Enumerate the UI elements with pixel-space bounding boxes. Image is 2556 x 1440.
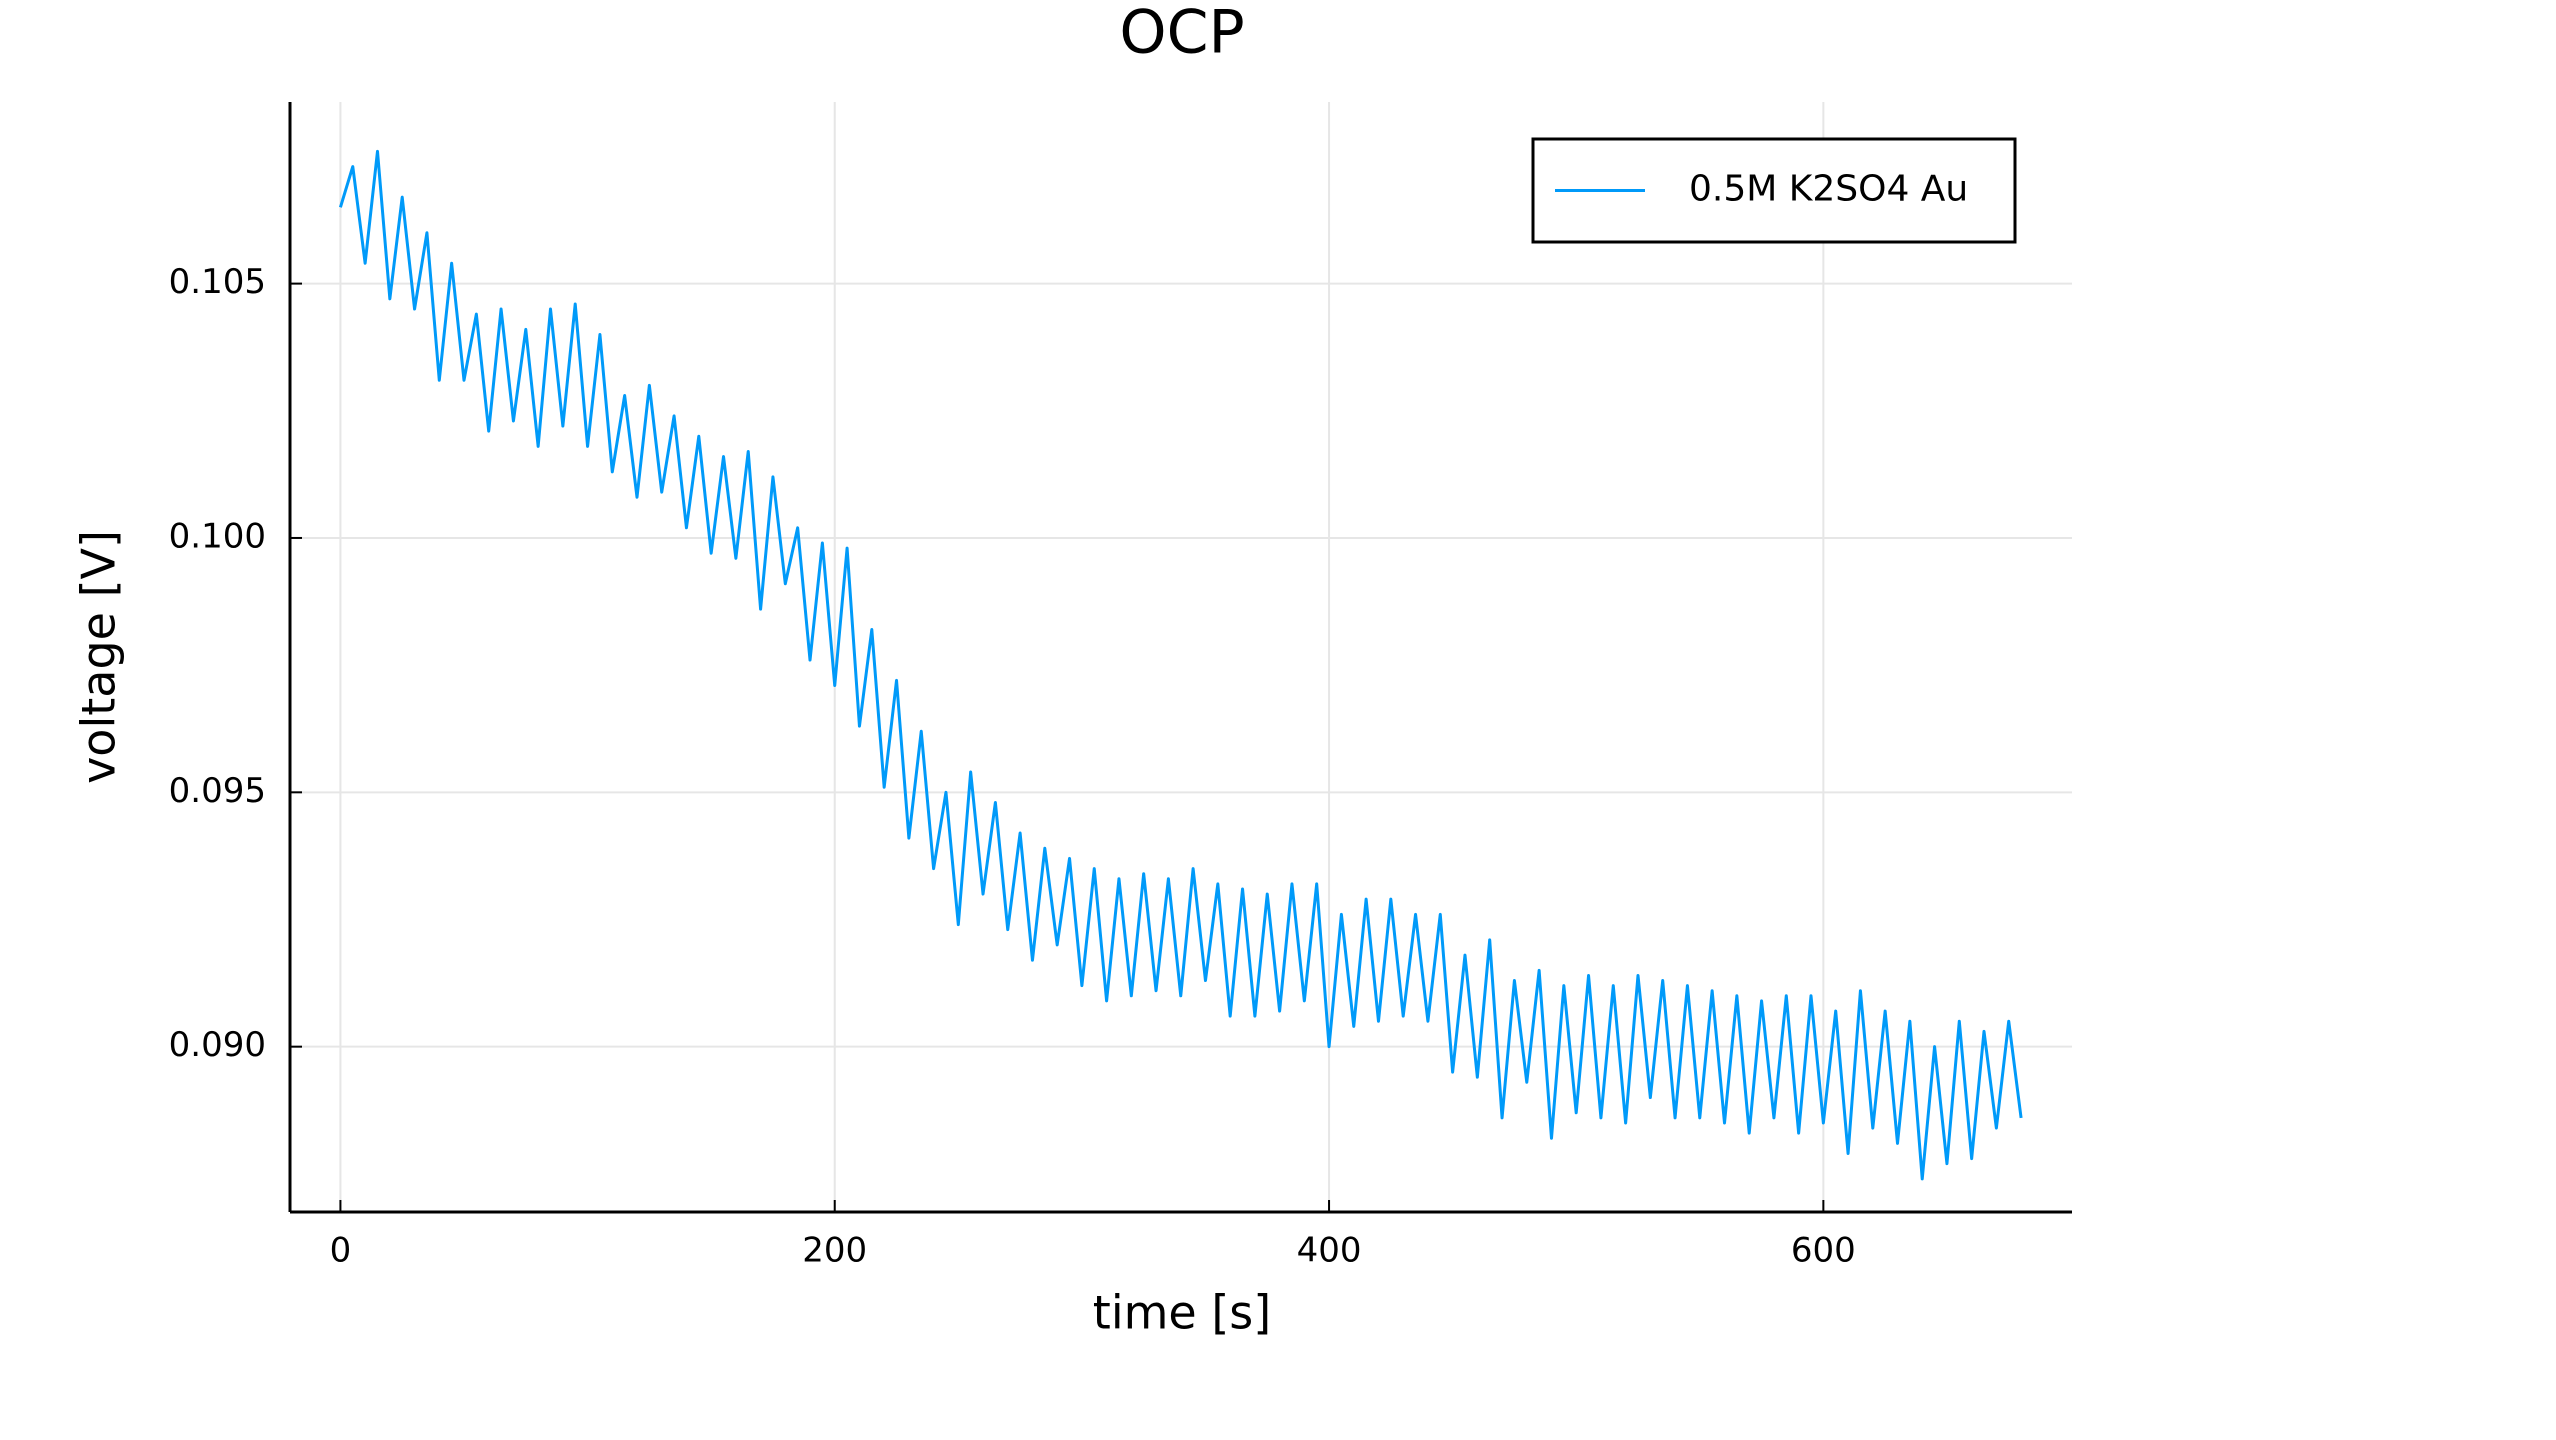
legend-box (1531, 137, 2017, 244)
y-tick-label: 0.095 (169, 771, 266, 811)
y-tick-label: 0.090 (169, 1025, 266, 1065)
x-tick-label: 200 (802, 1231, 867, 1271)
x-axis-label: time [s] (1093, 1286, 1271, 1340)
y-tick-label: 0.100 (169, 516, 266, 556)
y-tick-label: 0.105 (169, 262, 266, 302)
x-tick-label: 400 (1297, 1231, 1362, 1271)
x-tick-label: 600 (1791, 1231, 1856, 1271)
legend-label: 0.5M K2SO4 Au (1689, 169, 1968, 210)
chart-title: OCP (1119, 0, 1244, 68)
x-tick-label: 0 (330, 1231, 352, 1271)
y-axis-label: voltage [V] (72, 530, 126, 784)
data-line (338, 149, 2023, 1181)
